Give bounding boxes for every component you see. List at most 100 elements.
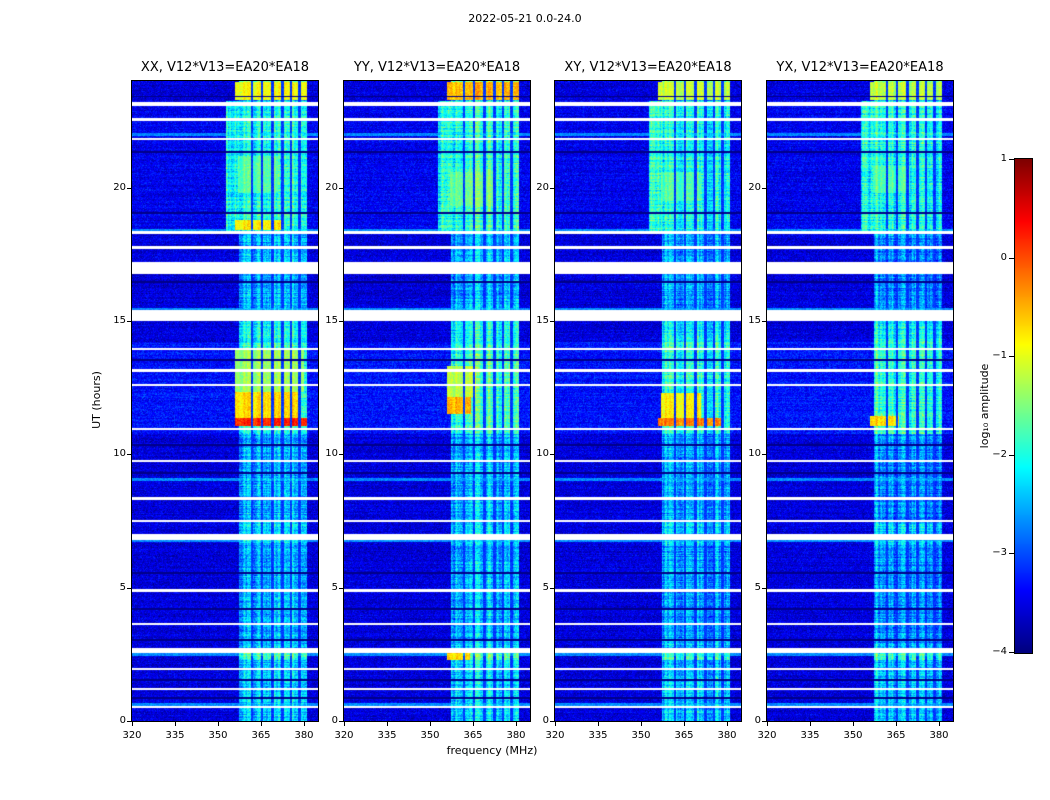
x-tick-label: 335 [165,730,185,741]
spectrogram-panel-xy: XY, V12*V13=EA20*EA18 320 335 350 365 380 0 5 1… [536,60,742,741]
colorbar-tick-mark [1009,652,1015,653]
x-tick-mark [727,721,728,726]
y-tick-mark [127,588,132,589]
y-tick-label: 15 [536,315,549,326]
x-tick-label: 335 [800,730,820,741]
x-tick-mark [304,721,305,726]
panel-title: YY, V12*V13=EA20*EA18 [353,60,521,75]
colorbar: 1 0 −1 −2 −3 −4 [992,153,1033,657]
y-tick-mark [550,588,555,589]
x-tick-mark [218,721,219,726]
x-tick-mark [175,721,176,726]
x-tick-mark [132,721,133,726]
y-tick-mark [339,588,344,589]
y-tick-mark [127,321,132,322]
y-tick-label: 20 [748,182,761,193]
y-tick-mark [339,454,344,455]
x-tick-label: 350 [631,730,651,741]
colorbar-tick-label: −2 [992,449,1007,460]
y-tick-mark [762,588,767,589]
y-tick-label: 15 [748,315,761,326]
colorbar-gradient [1015,159,1032,653]
y-tick-label: 15 [113,315,126,326]
x-tick-mark [387,721,388,726]
y-tick-mark [339,721,344,722]
x-tick-label: 320 [545,730,565,741]
x-tick-mark [641,721,642,726]
y-tick-label: 0 [331,715,338,726]
x-tick-mark [473,721,474,726]
spectrogram-panel-yx: YX, V12*V13=EA20*EA18 320 335 350 365 380 0 5 1… [748,60,954,741]
x-tick-label: 380 [506,730,526,741]
x-tick-mark [684,721,685,726]
y-tick-mark [762,188,767,189]
y-tick-label: 0 [542,715,549,726]
y-tick-label: 5 [754,582,761,593]
x-tick-mark [896,721,897,726]
spectrogram-panel-xx: XX, V12*V13=EA20*EA18 320 335 350 365 380 0 5 1… [113,60,319,741]
x-tick-label: 320 [122,730,142,741]
colorbar-tick-label: −1 [992,350,1007,361]
x-tick-mark [261,721,262,726]
panel-title: XY, V12*V13=EA20*EA18 [564,60,732,75]
x-tick-label: 335 [588,730,608,741]
y-tick-mark [127,454,132,455]
x-tick-label: 380 [929,730,949,741]
colorbar-tick-label: 1 [1000,153,1007,164]
figure-title: 2022-05-21 0.0-24.0 [468,12,582,25]
y-tick-mark [550,188,555,189]
y-tick-mark [762,721,767,722]
spectrogram-canvas [767,81,953,721]
colorbar-tick-mark [1009,356,1015,357]
x-axis-label: frequency (MHz) [446,744,538,757]
colorbar-tick-label: −3 [992,547,1007,558]
x-tick-label: 380 [717,730,737,741]
x-tick-label: 365 [251,730,271,741]
y-tick-label: 5 [331,582,338,593]
x-tick-mark [939,721,940,726]
x-tick-mark [555,721,556,726]
y-tick-mark [339,321,344,322]
y-tick-label: 0 [754,715,761,726]
x-tick-label: 380 [294,730,314,741]
colorbar-label: log₁₀ amplitude [978,363,991,449]
x-tick-label: 335 [377,730,397,741]
x-tick-mark [767,721,768,726]
y-tick-mark [762,454,767,455]
y-tick-mark [127,188,132,189]
x-tick-mark [344,721,345,726]
y-tick-mark [550,321,555,322]
y-tick-mark [762,321,767,322]
y-tick-label: 10 [536,448,549,459]
y-tick-mark [550,454,555,455]
spectrogram-canvas [132,81,318,721]
colorbar-tick-mark [1009,455,1015,456]
y-tick-mark [339,188,344,189]
colorbar-tick-mark [1009,159,1015,160]
panel-title: XX, V12*V13=EA20*EA18 [140,60,310,75]
colorbar-tick-mark [1009,553,1015,554]
y-tick-label: 20 [113,182,126,193]
colorbar-tick-label: 0 [1000,252,1007,263]
y-tick-label: 10 [748,448,761,459]
x-tick-label: 350 [843,730,863,741]
x-tick-mark [430,721,431,726]
x-tick-mark [598,721,599,726]
x-tick-label: 365 [886,730,906,741]
x-tick-label: 320 [334,730,354,741]
spectrogram-canvas [344,81,530,721]
x-tick-label: 365 [463,730,483,741]
y-tick-mark [550,721,555,722]
y-tick-mark [127,721,132,722]
y-tick-label: 10 [113,448,126,459]
colorbar-tick-label: −4 [992,646,1007,657]
x-tick-mark [810,721,811,726]
spectrogram-canvas [555,81,741,721]
y-tick-label: 15 [325,315,338,326]
y-tick-label: 10 [325,448,338,459]
y-tick-label: 0 [119,715,126,726]
y-tick-label: 5 [542,582,549,593]
spectrogram-panel-yy: YY, V12*V13=EA20*EA18 320 335 350 365 380 0 5 1… [325,60,531,741]
y-tick-label: 20 [536,182,549,193]
